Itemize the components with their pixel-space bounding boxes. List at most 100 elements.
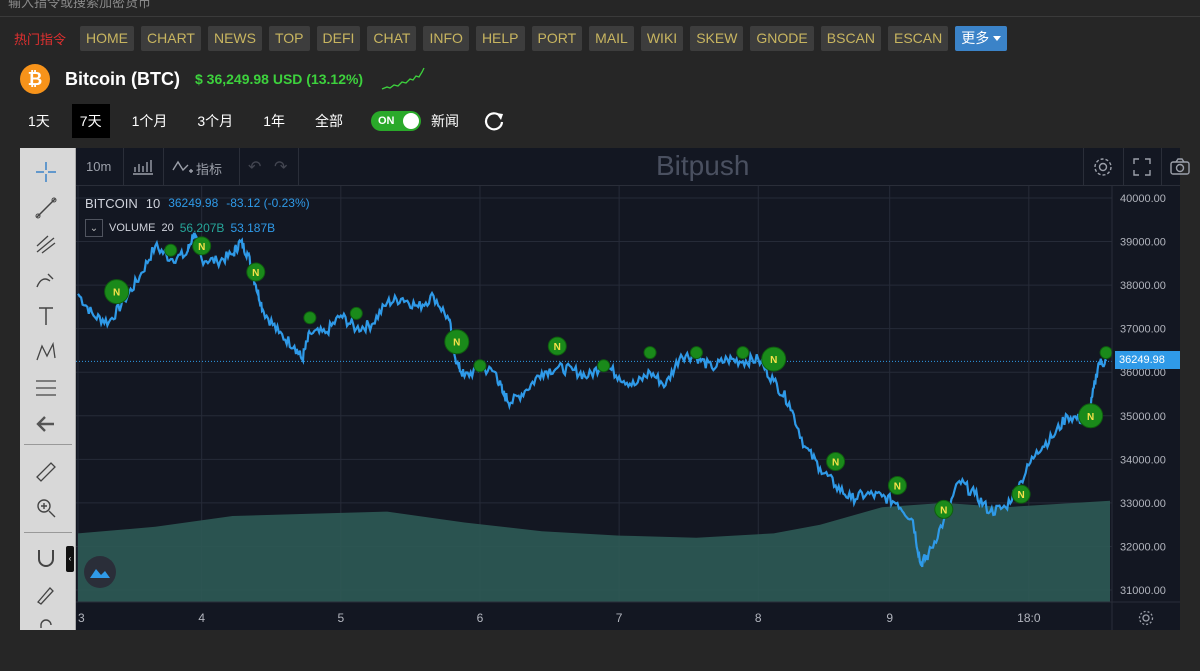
chart-style-icon[interactable] — [132, 158, 154, 176]
undo-icon[interactable]: ↶ — [248, 159, 262, 176]
news-marker-dot[interactable] — [1011, 484, 1031, 504]
fib-icon[interactable] — [32, 374, 60, 402]
magnet-icon[interactable] — [32, 544, 60, 572]
range-3m[interactable]: 3个月 — [197, 113, 234, 129]
legend-collapse-icon[interactable]: ⌄ — [85, 219, 103, 237]
price-chart[interactable]: N N N N N N N N N N N 40000.00 39000.00 38000.00 3700… — [76, 186, 1180, 630]
news-marker-dot[interactable] — [473, 359, 487, 373]
news-marker[interactable] — [473, 359, 487, 373]
news-marker[interactable] — [303, 311, 317, 325]
brush-icon[interactable] — [32, 266, 60, 294]
command-search-input[interactable] — [8, 0, 1188, 10]
trendline-icon[interactable] — [32, 194, 60, 222]
more-button[interactable]: 更多 — [955, 26, 1008, 51]
y-tick-label: 33000.00 — [1120, 498, 1166, 510]
news-marker[interactable]: N — [1078, 403, 1104, 429]
news-marker-dot[interactable] — [444, 329, 470, 355]
nav-item-help[interactable]: HELP — [475, 26, 525, 51]
news-marker[interactable]: N — [761, 346, 787, 372]
camera-icon[interactable] — [1169, 157, 1191, 177]
news-marker[interactable] — [597, 359, 611, 373]
refresh-icon[interactable] — [483, 110, 505, 132]
legend-symbol: BITCOIN — [85, 196, 138, 211]
text-tool-icon[interactable] — [32, 302, 60, 330]
news-marker-dot[interactable] — [934, 499, 954, 519]
nav-item-bscan[interactable]: BSCAN — [820, 26, 881, 51]
news-marker-dot[interactable] — [643, 346, 657, 360]
news-marker-dot[interactable] — [246, 262, 266, 282]
zoom-icon[interactable] — [32, 494, 60, 522]
news-marker-dot[interactable] — [1099, 346, 1113, 360]
news-marker[interactable] — [1099, 346, 1113, 360]
news-marker[interactable]: N — [547, 336, 567, 356]
indicator-icon[interactable] — [172, 158, 194, 176]
news-marker-dot[interactable] — [104, 279, 130, 305]
nav-item-escan[interactable]: ESCAN — [888, 26, 949, 51]
news-marker[interactable]: N — [192, 236, 212, 256]
pitchfork-icon[interactable] — [32, 230, 60, 258]
interval-button[interactable]: 10m — [86, 159, 112, 174]
news-marker[interactable]: N — [246, 262, 266, 282]
news-marker[interactable] — [164, 243, 178, 257]
hot-commands-label: 热门指令 — [14, 32, 67, 47]
news-marker[interactable]: N — [104, 279, 130, 305]
nav-item-info[interactable]: INFO — [423, 26, 469, 51]
news-marker-dot[interactable] — [547, 336, 567, 356]
indicators-button[interactable]: 指标 — [196, 162, 223, 177]
news-toggle[interactable]: ON — [370, 111, 421, 131]
nav-item-port[interactable]: PORT — [531, 26, 583, 51]
news-marker[interactable] — [689, 346, 703, 360]
news-marker[interactable] — [349, 306, 363, 320]
toolbar-divider — [239, 148, 240, 186]
nav-item-mail[interactable]: MAIL — [589, 26, 634, 51]
volume-area — [78, 500, 1110, 602]
nav-item-news[interactable]: NEWS — [207, 26, 262, 51]
nav-item-top[interactable]: TOP — [268, 26, 310, 51]
nav-item-gnode[interactable]: GNODE — [750, 26, 814, 51]
news-marker-dot[interactable] — [349, 306, 363, 320]
news-marker-dot[interactable] — [826, 452, 846, 472]
news-marker-dot[interactable] — [164, 243, 178, 257]
news-marker[interactable]: N — [1011, 484, 1031, 504]
settings-gear-icon[interactable] — [1093, 157, 1113, 177]
tradingview-logo-icon[interactable] — [84, 556, 116, 588]
crosshair-icon[interactable] — [32, 158, 60, 186]
lock-pencil-icon[interactable] — [32, 580, 60, 608]
nav-item-skew[interactable]: SKEW — [690, 26, 744, 51]
axis-settings-icon[interactable] — [1138, 610, 1154, 626]
ruler-icon[interactable] — [32, 458, 60, 486]
news-marker[interactable]: N — [934, 499, 954, 519]
sparkline-icon — [381, 67, 425, 90]
nav-item-chart[interactable]: CHART — [141, 26, 201, 51]
news-marker-dot[interactable] — [192, 236, 212, 256]
news-marker[interactable] — [736, 346, 750, 360]
news-marker-dot[interactable] — [303, 311, 317, 325]
pattern-icon[interactable] — [32, 338, 60, 366]
news-marker-dot[interactable] — [887, 475, 907, 495]
range-1y[interactable]: 1年 — [263, 113, 285, 129]
collapse-toolbar-icon[interactable]: ‹ — [66, 546, 74, 572]
news-marker-dot[interactable] — [736, 346, 750, 360]
nav-item-home[interactable]: HOME — [80, 26, 135, 51]
range-1d[interactable]: 1天 — [28, 113, 50, 129]
nav-item-wiki[interactable]: WIKI — [640, 26, 684, 51]
news-marker-dot[interactable] — [689, 346, 703, 360]
range-1m[interactable]: 1个月 — [131, 113, 168, 129]
news-marker-dot[interactable] — [597, 359, 611, 373]
x-tick-label: 5 — [337, 611, 344, 625]
bitpush-watermark: Bitpush — [656, 150, 750, 181]
lock-icon[interactable] — [32, 613, 60, 641]
nav-item-chat[interactable]: CHAT — [367, 26, 417, 51]
range-all[interactable]: 全部 — [314, 113, 343, 129]
fullscreen-icon[interactable] — [1132, 157, 1152, 177]
news-marker[interactable]: N — [444, 329, 470, 355]
news-marker[interactable]: N — [826, 452, 846, 472]
news-marker-dot[interactable] — [1078, 403, 1104, 429]
nav-item-defi[interactable]: DEFI — [316, 26, 361, 51]
news-marker[interactable]: N — [887, 475, 907, 495]
news-marker[interactable] — [643, 346, 657, 360]
back-arrow-icon[interactable] — [32, 410, 60, 438]
range-7d[interactable]: 7天 — [71, 104, 110, 138]
news-marker-dot[interactable] — [761, 346, 787, 372]
redo-icon[interactable]: ↷ — [274, 159, 288, 176]
